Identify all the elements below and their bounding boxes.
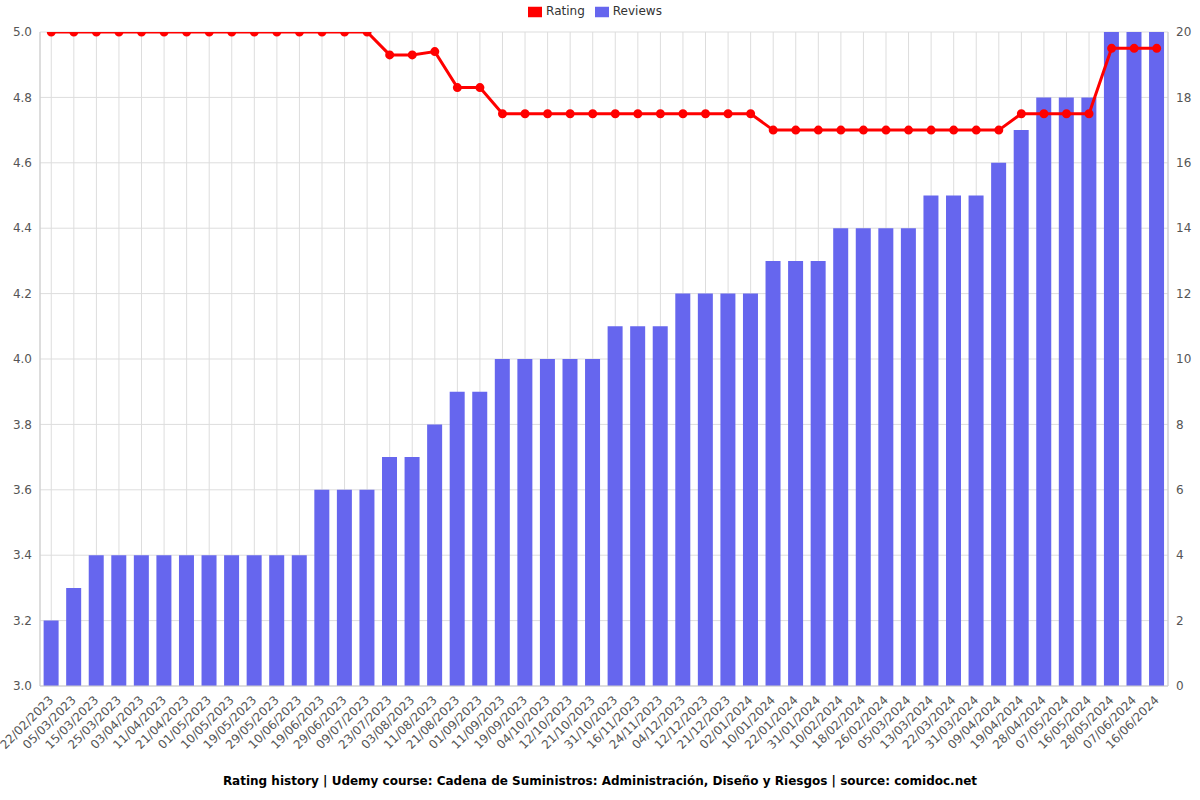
svg-text:09/04/2024: 09/04/2024 (944, 693, 1004, 752)
svg-text:21/12/2023: 21/12/2023 (674, 693, 733, 752)
svg-text:2: 2 (1176, 614, 1184, 628)
svg-text:18: 18 (1176, 91, 1191, 105)
svg-text:5.0: 5.0 (13, 25, 32, 39)
svg-text:3.8: 3.8 (13, 418, 32, 432)
svg-text:11/09/2023: 11/09/2023 (448, 693, 508, 752)
svg-text:11/08/2023: 11/08/2023 (380, 693, 440, 752)
svg-text:29/05/2023: 29/05/2023 (223, 693, 282, 752)
svg-text:26/02/2024: 26/02/2024 (832, 693, 891, 752)
svg-text:20: 20 (1176, 25, 1191, 39)
svg-text:16: 16 (1176, 156, 1191, 170)
svg-text:21/08/2023: 21/08/2023 (403, 693, 463, 752)
svg-text:4.6: 4.6 (13, 156, 32, 170)
svg-text:25/03/2023: 25/03/2023 (65, 693, 124, 752)
svg-text:23/07/2023: 23/07/2023 (335, 693, 395, 752)
svg-text:02/01/2024: 02/01/2024 (696, 693, 756, 752)
svg-text:28/05/2024: 28/05/2024 (1057, 693, 1117, 752)
svg-text:6: 6 (1176, 483, 1184, 497)
svg-text:19/09/2023: 19/09/2023 (471, 693, 530, 752)
svg-text:19/06/2023: 19/06/2023 (268, 693, 327, 752)
svg-text:16/05/2024: 16/05/2024 (1035, 693, 1094, 752)
svg-text:14: 14 (1176, 221, 1191, 235)
svg-text:31/01/2024: 31/01/2024 (764, 693, 824, 752)
svg-text:21/04/2023: 21/04/2023 (132, 693, 192, 752)
svg-text:09/07/2023: 09/07/2023 (313, 693, 373, 752)
svg-text:01/09/2023: 01/09/2023 (426, 693, 485, 752)
svg-text:29/06/2023: 29/06/2023 (290, 693, 350, 752)
svg-text:21/10/2023: 21/10/2023 (538, 693, 598, 752)
svg-text:22/03/2024: 22/03/2024 (899, 693, 959, 752)
svg-text:04/10/2023: 04/10/2023 (493, 693, 553, 752)
svg-text:03/04/2023: 03/04/2023 (87, 693, 147, 752)
svg-text:4.4: 4.4 (13, 221, 32, 235)
svg-text:12: 12 (1176, 287, 1191, 301)
svg-text:18/02/2024: 18/02/2024 (809, 693, 869, 752)
svg-text:10/01/2024: 10/01/2024 (719, 693, 779, 752)
svg-text:31/03/2024: 31/03/2024 (922, 693, 982, 752)
svg-text:31/10/2023: 31/10/2023 (561, 693, 621, 752)
svg-text:12/10/2023: 12/10/2023 (516, 693, 576, 752)
svg-text:10/06/2023: 10/06/2023 (245, 693, 305, 752)
svg-text:13/03/2024: 13/03/2024 (877, 693, 937, 752)
svg-text:8: 8 (1176, 418, 1184, 432)
svg-text:07/05/2024: 07/05/2024 (1012, 693, 1072, 752)
svg-text:19/05/2023: 19/05/2023 (200, 693, 260, 752)
svg-text:22/01/2024: 22/01/2024 (741, 693, 801, 752)
svg-text:4.8: 4.8 (13, 91, 32, 105)
svg-text:10: 10 (1176, 352, 1191, 366)
svg-text:0: 0 (1176, 679, 1184, 693)
svg-text:3.6: 3.6 (13, 483, 32, 497)
svg-text:10/05/2023: 10/05/2023 (177, 693, 237, 752)
svg-text:04/12/2023: 04/12/2023 (629, 693, 688, 752)
svg-text:05/03/2024: 05/03/2024 (854, 693, 914, 752)
svg-text:05/03/2023: 05/03/2023 (20, 693, 79, 752)
svg-text:19/04/2024: 19/04/2024 (967, 693, 1027, 752)
svg-text:03/08/2023: 03/08/2023 (358, 693, 418, 752)
svg-text:16/06/2024: 16/06/2024 (1103, 693, 1162, 752)
svg-text:3.2: 3.2 (13, 614, 32, 628)
svg-text:12/12/2023: 12/12/2023 (651, 693, 711, 752)
svg-text:11/04/2023: 11/04/2023 (110, 693, 169, 752)
svg-text:07/06/2024: 07/06/2024 (1080, 693, 1140, 752)
html-text:Rating: Rating (546, 4, 585, 18)
html-text:Rating history | Udemy course:: Rating history | Udemy course: Cadena de… (222, 774, 978, 788)
svg-text:15/03/2023: 15/03/2023 (42, 693, 102, 752)
svg-text:4.2: 4.2 (13, 287, 32, 301)
html-text:Reviews: Reviews (612, 4, 662, 18)
svg-text:4: 4 (1176, 548, 1184, 562)
svg-text:24/11/2023: 24/11/2023 (606, 693, 666, 752)
svg-text:4.0: 4.0 (13, 352, 32, 366)
svg-text:3.0: 3.0 (13, 679, 32, 693)
svg-text:3.4: 3.4 (13, 548, 32, 562)
svg-text:01/05/2023: 01/05/2023 (155, 693, 215, 752)
svg-text:10/02/2024: 10/02/2024 (787, 693, 846, 752)
svg-text:28/04/2024: 28/04/2024 (990, 693, 1049, 752)
svg-text:16/11/2023: 16/11/2023 (584, 693, 643, 752)
